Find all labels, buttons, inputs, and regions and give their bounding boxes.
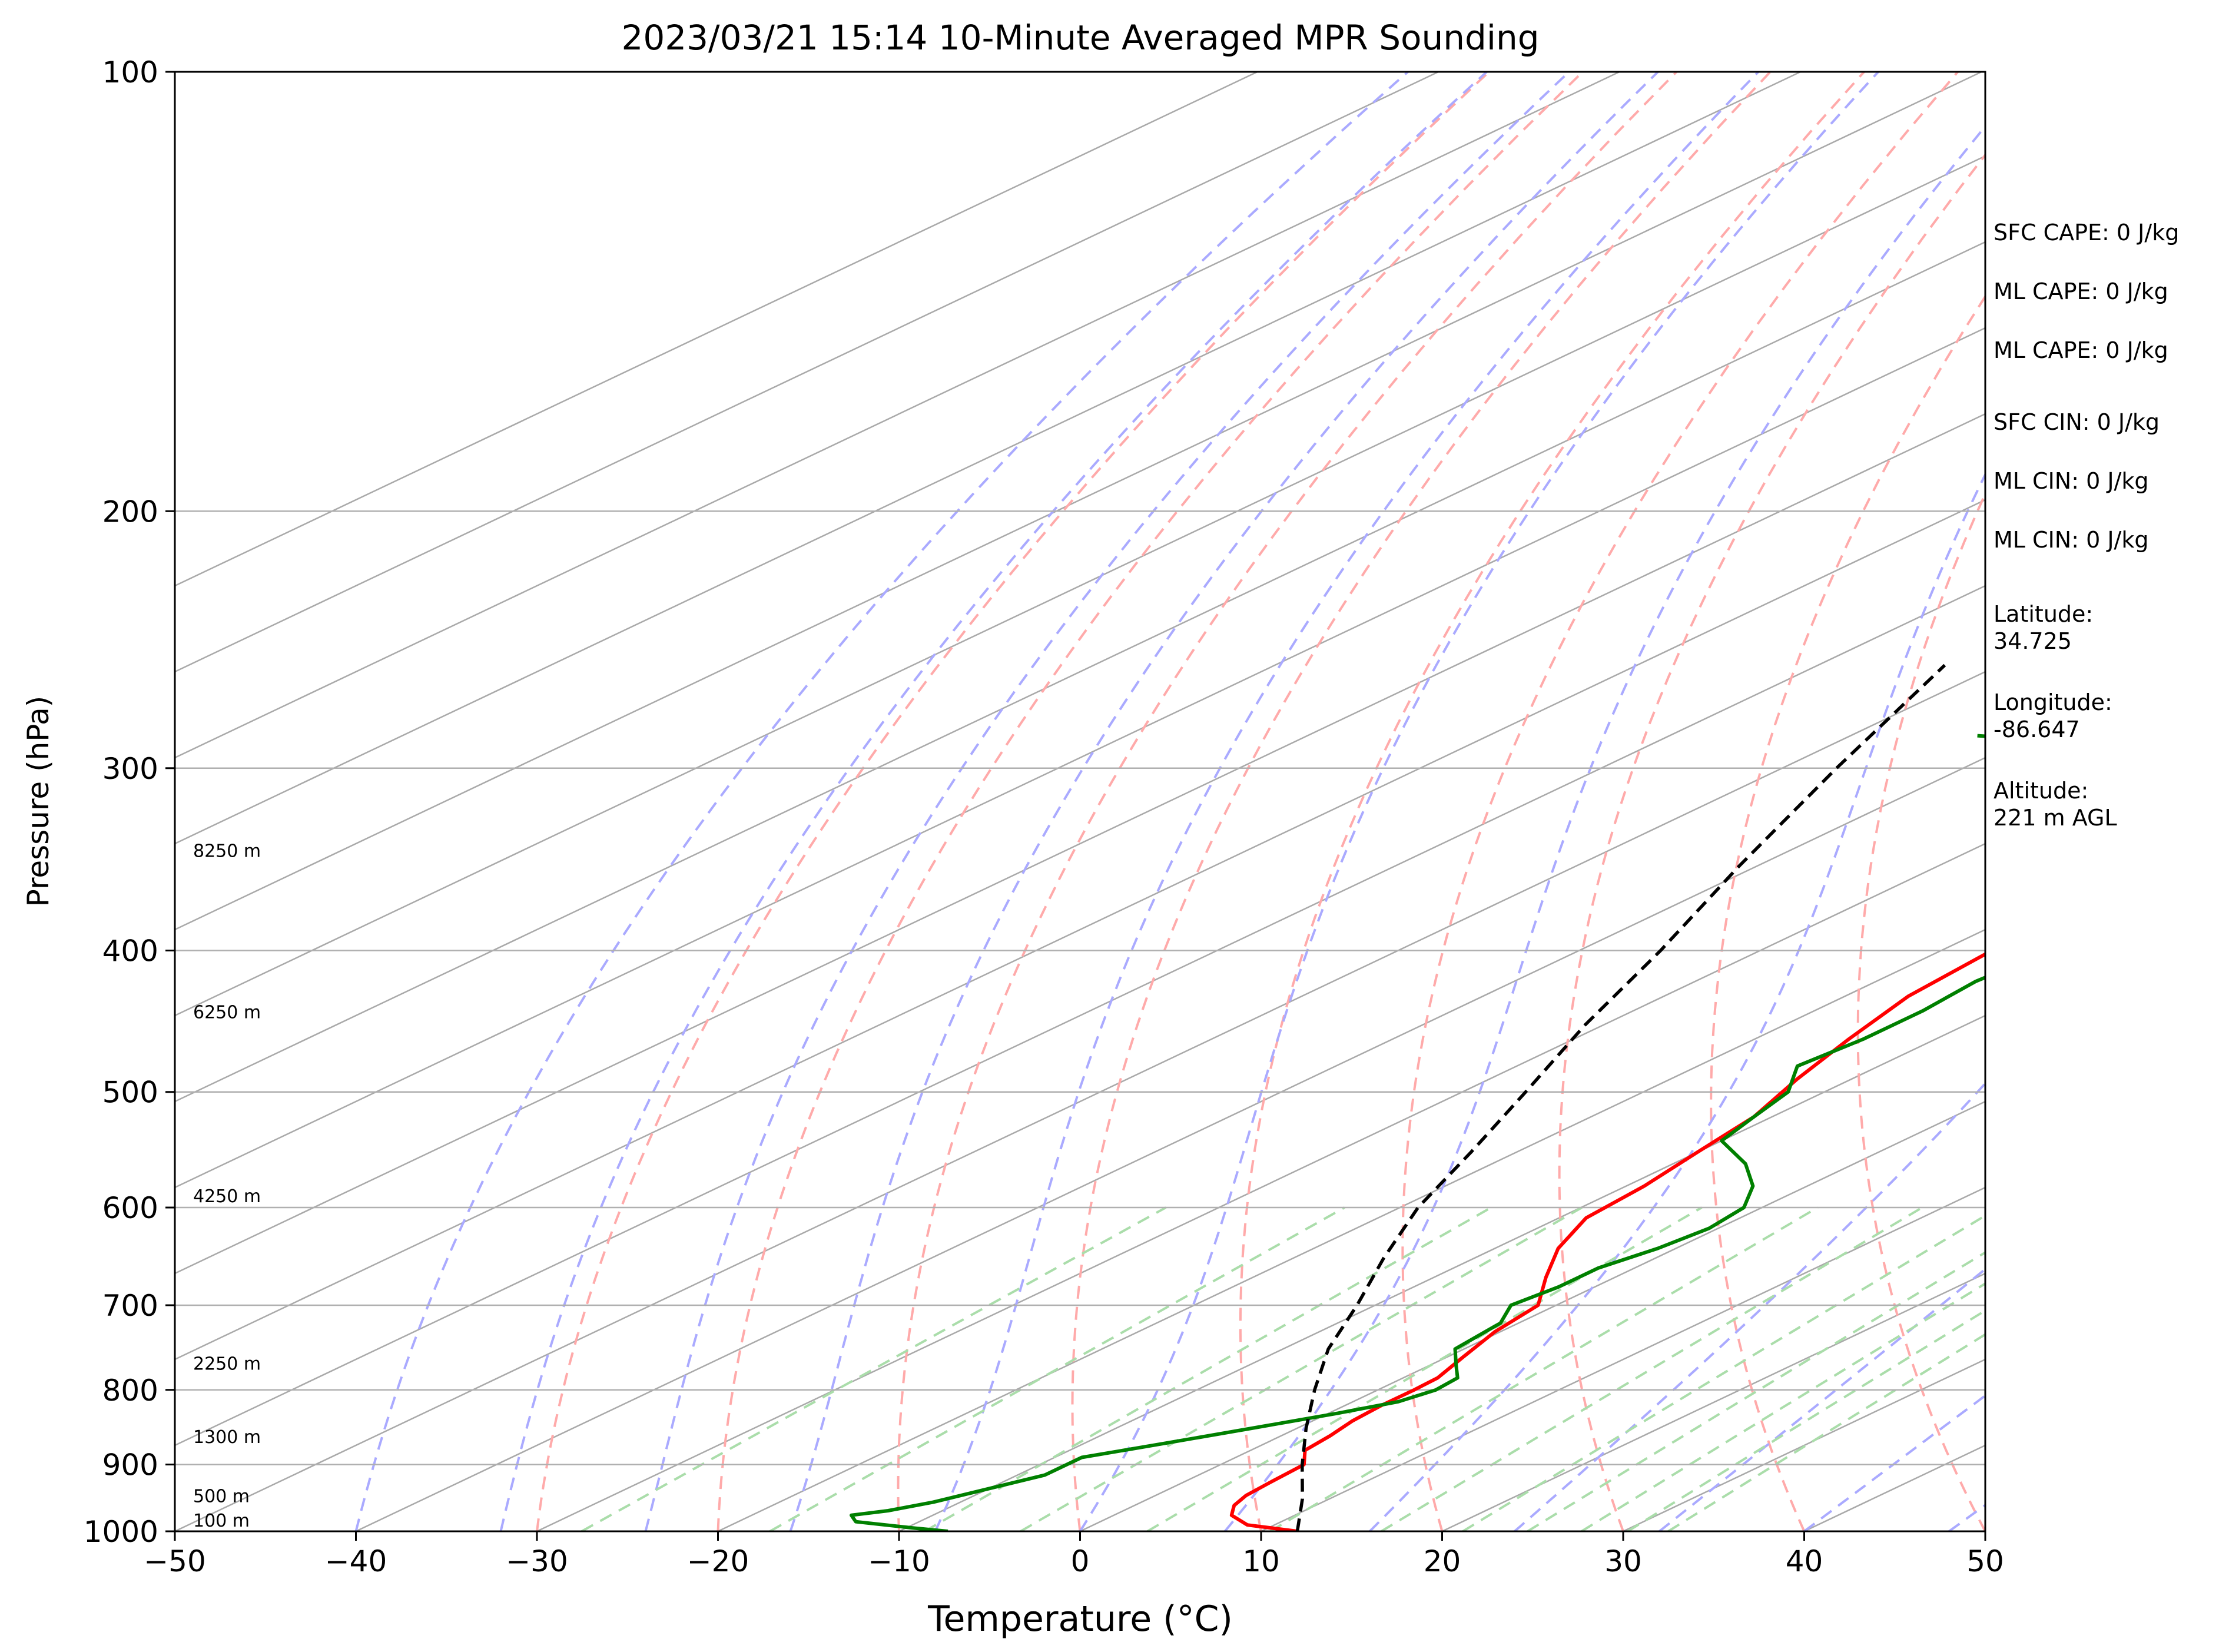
- mixing-ratio-line: [1462, 1214, 1985, 1531]
- dry-adiabat-line: [717, 72, 1584, 1531]
- height-label: 1300 m: [193, 1427, 261, 1448]
- height-label: 500 m: [193, 1486, 250, 1507]
- height-label: 8250 m: [193, 841, 261, 861]
- moist-adiabat-line: [644, 72, 1570, 1531]
- series-layer: [850, 664, 1985, 1531]
- isotherm-line: [175, 671, 1985, 1531]
- y-tick-label: 200: [102, 495, 158, 529]
- x-axis-ticks: −50 −40 −30 −20 −10 0 10 20 30 40 50: [144, 1531, 2004, 1578]
- moist-adiabat-line: [499, 72, 1488, 1531]
- dry-adiabat-line: [1710, 294, 1985, 1531]
- moist-adiabat-line: [1369, 472, 1985, 1531]
- y-tick-label: 1000: [84, 1515, 158, 1549]
- y-tick-label: 600: [102, 1191, 158, 1225]
- y-tick-label: 100: [102, 55, 158, 89]
- dry-adiabat-line: [536, 72, 1490, 1531]
- x-tick-label: 0: [1071, 1544, 1090, 1578]
- dry-adiabat-line: [897, 72, 1678, 1531]
- dry-adiabat-line: [1239, 72, 1865, 1531]
- x-tick-label: −10: [868, 1544, 930, 1578]
- moist-adiabat-line: [1079, 72, 1879, 1531]
- isotherm-line: [175, 72, 1801, 845]
- ml-cin-text: ML CIN: 0 J/kg: [1994, 468, 2149, 494]
- pressure-gridlines: [175, 72, 1985, 1531]
- latitude-text: Latitude: 34.725: [1994, 601, 2094, 654]
- y-tick-label: 300: [102, 752, 158, 786]
- y-axis-label: Pressure (hPa): [21, 696, 55, 907]
- isotherm-line: [175, 72, 1258, 587]
- longitude-text: Longitude: -86.647: [1994, 689, 2112, 742]
- y-tick-label: 400: [102, 934, 158, 968]
- height-labels: 100 m 500 m 1300 m 2250 m 4250 m 6250 m 8250 m: [193, 841, 261, 1531]
- y-tick-label: 900: [102, 1448, 158, 1482]
- y-tick-label: 800: [102, 1374, 158, 1408]
- mixing-ratio-line: [581, 1206, 1167, 1531]
- sfc-cin-text: SFC CIN: 0 J/kg: [1994, 409, 2160, 435]
- dry-adiabat-line: [1558, 153, 1985, 1531]
- height-label: 4250 m: [193, 1186, 261, 1207]
- height-label: 6250 m: [193, 1002, 261, 1023]
- isotherm-line: [1441, 1272, 1985, 1531]
- x-tick-label: 50: [1966, 1544, 2004, 1578]
- moist-adiabat-line: [934, 72, 1760, 1531]
- isotherm-line: [536, 842, 1985, 1531]
- height-label: 100 m: [193, 1511, 250, 1531]
- temperature-profile-line: [1229, 952, 1985, 1531]
- isotherm-line: [175, 241, 1985, 1103]
- isotherm-line: [898, 1014, 1985, 1531]
- isotherm-line: [1261, 1186, 1985, 1531]
- dewpoint-profile-line: [850, 734, 1985, 1531]
- x-tick-label: 10: [1242, 1544, 1280, 1578]
- x-tick-label: 20: [1424, 1544, 1461, 1578]
- ml-cin-text-2: ML CIN: 0 J/kg: [1994, 527, 2149, 553]
- isotherm-line: [175, 585, 1985, 1447]
- isotherm-line: [175, 72, 1982, 931]
- chart-title: 2023/03/21 15:14 10-Minute Averaged MPR …: [621, 18, 1539, 58]
- x-tick-label: 30: [1604, 1544, 1642, 1578]
- moist-adiabat-line: [789, 72, 1659, 1531]
- mixing-ratio-line: [1381, 1206, 1923, 1531]
- moist-adiabat-line: [1803, 1394, 1985, 1531]
- dry-adiabat-line: [1856, 491, 1985, 1531]
- x-tick-label: −50: [144, 1544, 206, 1578]
- y-axis-ticks: 1000 900 800 700 600 500 400 300 200 100: [84, 55, 175, 1549]
- isotherm-line: [175, 499, 1985, 1361]
- x-tick-label: −20: [687, 1544, 749, 1578]
- isotherm-line: [717, 928, 1985, 1531]
- moist-adiabat-line: [1223, 124, 1985, 1531]
- mixing-ratio-line: [1527, 1251, 1985, 1531]
- dry-adiabat-line: [1401, 72, 1959, 1531]
- ml-cape-text: ML CAPE: 0 J/kg: [1994, 278, 2168, 304]
- isotherm-line: [175, 327, 1985, 1189]
- x-tick-label: 40: [1786, 1544, 1823, 1578]
- moist-adiabat-line: [354, 72, 1409, 1531]
- ml-cape-text-2: ML CAPE: 0 J/kg: [1994, 337, 2168, 363]
- height-label: 2250 m: [193, 1354, 261, 1375]
- x-tick-label: −40: [325, 1544, 387, 1578]
- sfc-cape-text: SFC CAPE: 0 J/kg: [1994, 220, 2180, 246]
- x-tick-label: −30: [506, 1544, 568, 1578]
- isotherm-line: [175, 72, 1620, 759]
- isotherm-line: [175, 72, 1439, 673]
- isotherm-line: [355, 757, 1985, 1531]
- x-axis-label: Temperature (°C): [927, 1598, 1233, 1640]
- y-tick-label: 700: [102, 1289, 158, 1323]
- isotherm-line: [175, 155, 1985, 1017]
- altitude-text: Altitude: 221 m AGL: [1994, 778, 2117, 831]
- y-tick-label: 500: [102, 1076, 158, 1110]
- isotherm-line: [175, 413, 1985, 1275]
- parcel-profile-line: [1295, 664, 1946, 1531]
